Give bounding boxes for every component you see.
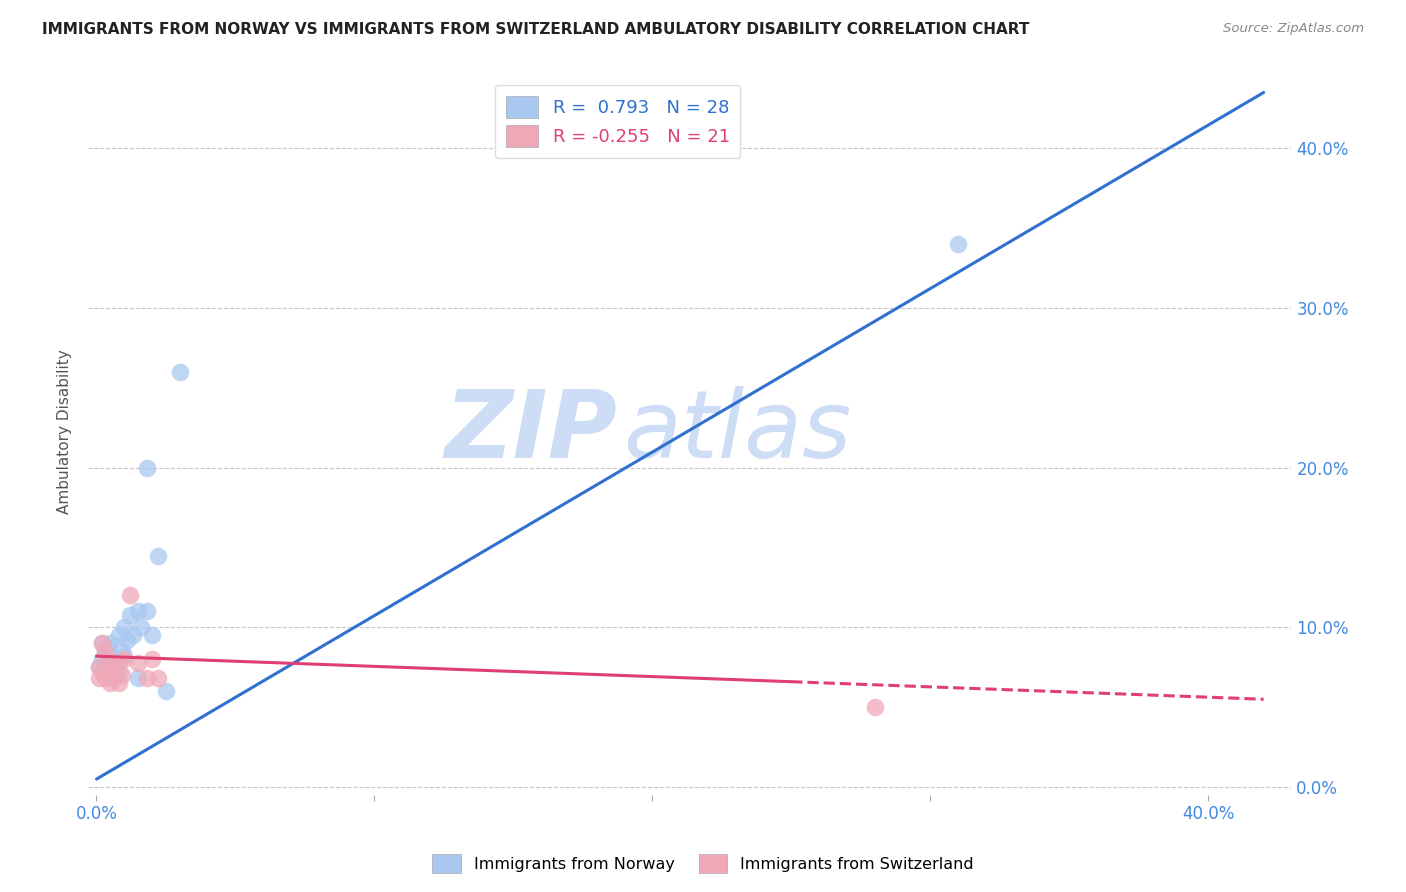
Point xyxy=(91,636,114,650)
Text: atlas: atlas xyxy=(624,386,852,477)
Point xyxy=(110,668,132,682)
Point xyxy=(100,665,122,679)
Point xyxy=(946,237,969,252)
Point xyxy=(94,672,117,686)
Point xyxy=(141,628,163,642)
Point xyxy=(135,460,157,475)
Point xyxy=(135,672,157,686)
Point xyxy=(91,652,114,666)
Point xyxy=(94,660,117,674)
Point xyxy=(94,644,117,658)
Point xyxy=(101,660,124,674)
Point xyxy=(89,660,111,674)
Point xyxy=(112,652,135,666)
Point xyxy=(110,644,132,658)
Point xyxy=(129,620,152,634)
Point xyxy=(118,589,141,603)
Point xyxy=(94,644,117,658)
Point xyxy=(169,365,191,379)
Point xyxy=(97,652,120,666)
Point xyxy=(91,636,114,650)
Point xyxy=(107,676,129,690)
Point xyxy=(155,684,177,698)
Text: Source: ZipAtlas.com: Source: ZipAtlas.com xyxy=(1223,22,1364,36)
Point xyxy=(141,652,163,666)
Point xyxy=(104,668,127,682)
Legend: R =  0.793   N = 28, R = -0.255   N = 21: R = 0.793 N = 28, R = -0.255 N = 21 xyxy=(495,85,741,158)
Point xyxy=(91,665,114,679)
Point xyxy=(100,636,122,650)
Y-axis label: Ambulatory Disability: Ambulatory Disability xyxy=(58,350,72,514)
Point xyxy=(127,656,149,670)
Point xyxy=(135,604,157,618)
Point xyxy=(863,700,886,714)
Point xyxy=(100,665,122,679)
Point xyxy=(121,628,143,642)
Text: IMMIGRANTS FROM NORWAY VS IMMIGRANTS FROM SWITZERLAND AMBULATORY DISABILITY CORR: IMMIGRANTS FROM NORWAY VS IMMIGRANTS FRO… xyxy=(42,22,1029,37)
Point xyxy=(107,628,129,642)
Point xyxy=(107,656,129,670)
Point xyxy=(107,665,129,679)
Point xyxy=(112,649,135,664)
Point xyxy=(97,640,120,654)
Point xyxy=(127,672,149,686)
Point xyxy=(112,620,135,634)
Point xyxy=(118,607,141,622)
Point xyxy=(146,672,169,686)
Point xyxy=(104,652,127,666)
Point xyxy=(146,549,169,563)
Point xyxy=(115,633,138,648)
Point xyxy=(127,604,149,618)
Legend: Immigrants from Norway, Immigrants from Switzerland: Immigrants from Norway, Immigrants from … xyxy=(426,847,980,880)
Point xyxy=(89,660,111,674)
Point xyxy=(100,676,122,690)
Text: ZIP: ZIP xyxy=(444,386,617,478)
Point xyxy=(89,672,111,686)
Point xyxy=(101,672,124,686)
